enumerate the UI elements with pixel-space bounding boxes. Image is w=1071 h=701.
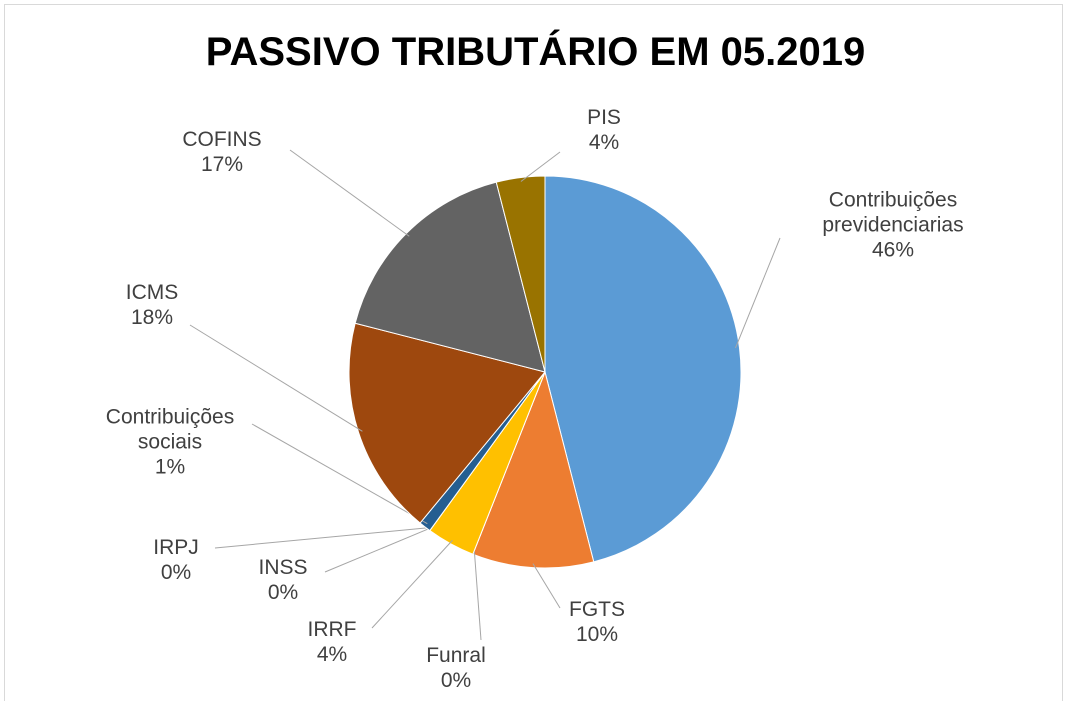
- data-label: Contribuições sociais 1%: [80, 405, 260, 480]
- data-label: IRPJ 0%: [141, 535, 211, 585]
- label-name: Contribuições previdenciarias: [822, 188, 964, 237]
- chart-title: PASSIVO TRIBUTÁRIO EM 05.2019: [205, 30, 866, 74]
- label-value: 0%: [440, 669, 472, 692]
- data-label: PIS 4%: [574, 105, 634, 155]
- label-value: 1%: [154, 455, 186, 479]
- label-name: FGTS: [569, 598, 625, 621]
- pie-slice: [495, 175, 546, 373]
- label-name: Funral: [426, 644, 486, 667]
- label-name: ICMS: [125, 281, 179, 304]
- leader-line: [473, 550, 482, 641]
- chart-frame: [4, 4, 1063, 701]
- label-value: 4%: [316, 643, 348, 666]
- label-name: COFINS: [182, 128, 262, 151]
- pie-slice: [472, 370, 595, 569]
- leader-line: [324, 526, 433, 573]
- leader-line: [735, 237, 781, 349]
- label-name: IRPJ: [153, 536, 199, 559]
- pie-slice: [354, 181, 546, 373]
- data-label: IRRF 4%: [297, 617, 367, 667]
- leader-line: [371, 539, 453, 629]
- pie-slice: [348, 322, 546, 524]
- leader-line: [520, 151, 561, 182]
- label-name: INSS: [258, 556, 308, 579]
- label-name: PIS: [587, 106, 621, 129]
- leader-line: [189, 324, 363, 432]
- label-value: 46%: [871, 238, 915, 262]
- data-label: COFINS 17%: [167, 127, 277, 177]
- label-name: Contribuições sociais: [105, 405, 235, 454]
- label-value: 0%: [267, 581, 299, 604]
- data-label: Contribuições previdenciarias 46%: [793, 188, 993, 263]
- leader-line: [251, 423, 428, 525]
- label-name: IRRF: [307, 618, 357, 641]
- leader-line: [532, 563, 561, 609]
- data-label: INSS 0%: [248, 555, 318, 605]
- label-value: 18%: [130, 306, 174, 329]
- data-label: Funral 0%: [411, 643, 501, 693]
- leader-line: [214, 526, 433, 549]
- label-value: 4%: [588, 131, 620, 154]
- data-label: ICMS 18%: [112, 280, 192, 330]
- data-label: FGTS 10%: [557, 597, 637, 647]
- leader-line: [289, 149, 410, 237]
- label-value: 0%: [160, 561, 192, 584]
- pie-slice: [544, 175, 742, 563]
- label-value: 17%: [200, 153, 244, 176]
- label-value: 10%: [575, 623, 619, 646]
